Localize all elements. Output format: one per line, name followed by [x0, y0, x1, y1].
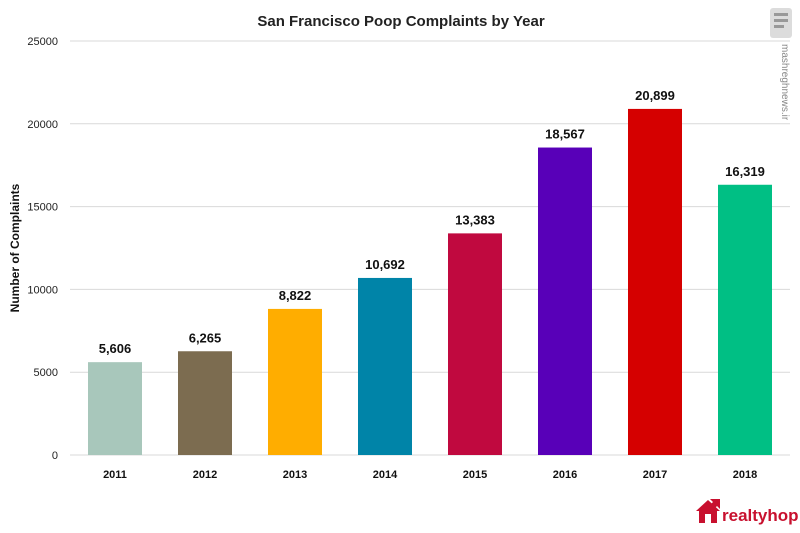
x-tick-label-2016: 2016: [553, 469, 577, 481]
watermark: mashreghnews.ir: [770, 8, 792, 121]
x-tick-label-2014: 2014: [373, 469, 398, 481]
x-tick-label-2015: 2015: [463, 469, 487, 481]
bars: [88, 108, 772, 455]
y-tick-label: 5000: [34, 367, 58, 379]
bar-2017: [628, 108, 682, 455]
x-tick-label-2012: 2012: [193, 469, 217, 481]
data-label-2016: 18,567: [545, 127, 585, 142]
y-tick-label: 10000: [27, 284, 58, 296]
data-label-2013: 8,822: [279, 288, 312, 303]
house-icon: [696, 499, 720, 523]
watermark-text: mashreghnews.ir: [779, 44, 790, 121]
bar-2011: [88, 362, 142, 455]
data-label-2011: 5,606: [99, 341, 132, 356]
y-tick-label: 20000: [27, 119, 58, 131]
data-labels: 5,606 6,265 8,822 10,692 13,383 18,567 20,899 1…: [99, 88, 765, 356]
data-label-2014: 10,692: [365, 257, 405, 272]
data-label-2017: 20,899: [635, 88, 675, 103]
x-tick-label-2011: 2011: [103, 469, 127, 481]
x-tick-label-2018: 2018: [733, 469, 757, 481]
bar-2012: [178, 351, 232, 455]
news-emblem-icon: [770, 8, 792, 38]
bar-2015: [448, 233, 502, 455]
chart-title: San Francisco Poop Complaints by Year: [257, 13, 544, 30]
bar-2013: [268, 308, 322, 455]
data-label-2012: 6,265: [189, 330, 222, 345]
logo-text: realtyhop: [722, 506, 799, 525]
x-axis-ticks: 2011 2012 2013 2014 2015 2016 2017 2018: [103, 469, 757, 481]
bar-2018: [718, 184, 772, 455]
x-tick-label-2017: 2017: [643, 469, 667, 481]
y-tick-label: 0: [52, 450, 58, 462]
brand-logo: realtyhop: [696, 499, 799, 525]
data-label-2018: 16,319: [725, 164, 765, 179]
bar-2014: [358, 277, 412, 455]
y-axis-label: Number of Complaints: [8, 183, 22, 312]
y-tick-label: 25000: [27, 36, 58, 48]
y-tick-label: 15000: [27, 202, 58, 214]
y-axis-ticks: 0 5000 10000 15000 20000 25000: [27, 36, 58, 462]
bar-2016: [538, 147, 592, 455]
data-label-2015: 13,383: [455, 212, 495, 227]
x-tick-label-2013: 2013: [283, 469, 307, 481]
